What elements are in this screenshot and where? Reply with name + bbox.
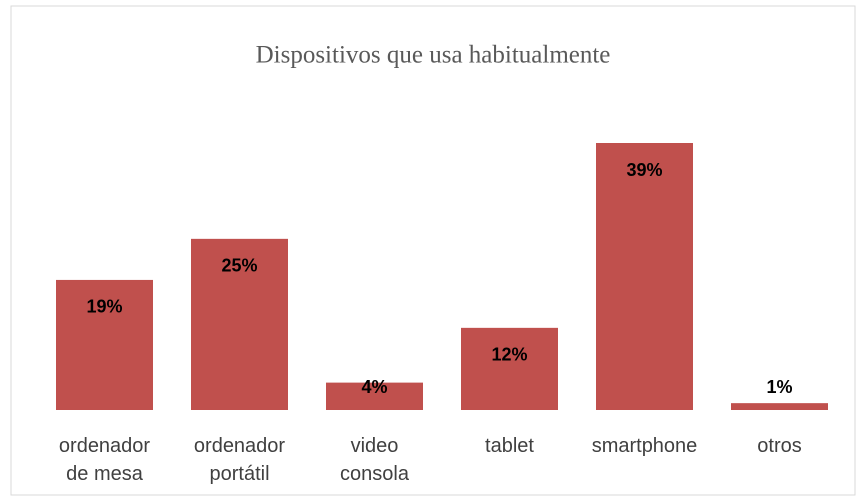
chart-title: Dispositivos que usa habitualmente bbox=[256, 42, 611, 69]
data-label: 39% bbox=[626, 160, 662, 180]
chart-frame bbox=[10, 5, 856, 496]
data-label: 12% bbox=[491, 345, 527, 365]
data-label: 4% bbox=[361, 377, 387, 397]
bar bbox=[461, 327, 558, 410]
x-tick-label: otros bbox=[757, 435, 802, 457]
x-tick-label: ordenador de mesa bbox=[58, 435, 151, 485]
bar bbox=[191, 238, 288, 410]
x-tick-label: tablet bbox=[485, 435, 534, 457]
bar bbox=[596, 143, 693, 410]
data-label: 25% bbox=[221, 256, 257, 276]
data-label: 1% bbox=[766, 377, 792, 397]
bar bbox=[56, 279, 153, 410]
x-tick-label: video consola bbox=[340, 435, 409, 485]
data-label: 19% bbox=[86, 297, 122, 317]
x-tick-label: ordenador portátil bbox=[193, 435, 286, 485]
bar bbox=[326, 382, 423, 410]
x-tick-label: smartphone bbox=[591, 435, 698, 457]
bar bbox=[731, 403, 828, 410]
